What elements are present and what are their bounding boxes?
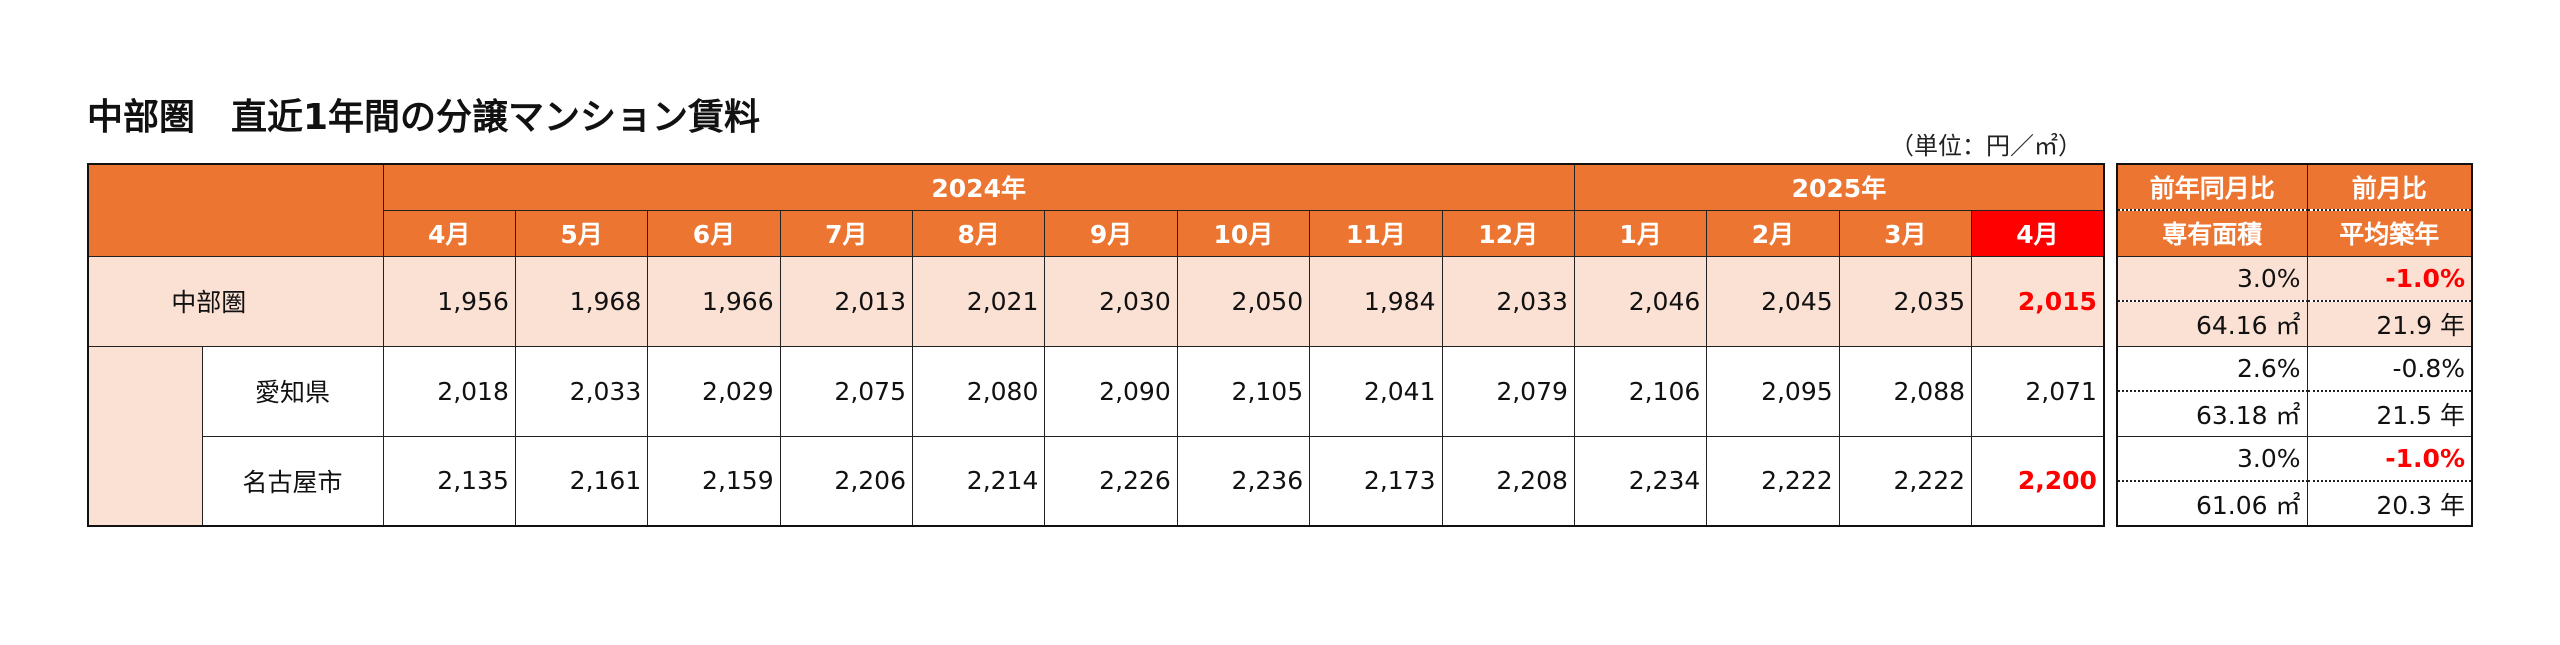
value: 2,226 bbox=[1044, 435, 1178, 527]
value: 2,079 bbox=[1441, 345, 1575, 437]
month: 5月 bbox=[514, 209, 649, 257]
value: 2,090 bbox=[1044, 345, 1178, 437]
month: 3月 bbox=[1838, 209, 1973, 257]
month: 11月 bbox=[1309, 209, 1443, 257]
side-header: 前年同月比 bbox=[2116, 163, 2308, 211]
value: 2,015 bbox=[1971, 255, 2105, 347]
value: 2,106 bbox=[1573, 345, 1708, 437]
side-header-row: 前年同月比 前月比 bbox=[2116, 163, 2473, 211]
data-row: 名古屋市 2,135 2,161 2,159 2,206 2,214 2,226 2,236 2… bbox=[88, 435, 2105, 527]
value: 2,135 bbox=[382, 435, 516, 527]
value: 2,075 bbox=[779, 345, 914, 437]
value: 2,206 bbox=[779, 435, 914, 527]
month: 2月 bbox=[1706, 209, 1840, 257]
yoy: 3.0% bbox=[2116, 255, 2308, 302]
side-row: 63.18 ㎡ 21.5 年 bbox=[2116, 390, 2473, 437]
value: 2,080 bbox=[911, 345, 1046, 437]
age: 21.9 年 bbox=[2306, 300, 2473, 347]
value: 2,173 bbox=[1309, 435, 1443, 527]
value: 2,045 bbox=[1706, 255, 1840, 347]
value: 2,021 bbox=[911, 255, 1046, 347]
value: 2,161 bbox=[514, 435, 649, 527]
age: 21.5 年 bbox=[2306, 390, 2473, 437]
unit: （単位：円／㎡） bbox=[1890, 132, 2082, 160]
value: 2,033 bbox=[1441, 255, 1575, 347]
value: 2,222 bbox=[1838, 435, 1973, 527]
side-header-row: 専有面積 平均築年 bbox=[2116, 209, 2473, 257]
mom: -1.0% bbox=[2306, 435, 2473, 482]
yoy: 2.6% bbox=[2116, 345, 2308, 392]
mom: -1.0% bbox=[2306, 255, 2473, 302]
value: 2,018 bbox=[382, 345, 516, 437]
indent bbox=[87, 346, 203, 527]
mom: -0.8% bbox=[2306, 345, 2473, 392]
side-header: 専有面積 bbox=[2116, 209, 2308, 257]
value: 2,088 bbox=[1838, 345, 1973, 437]
side-row: 3.0% -1.0% bbox=[2116, 435, 2473, 482]
value: 2,035 bbox=[1838, 255, 1973, 347]
area: 61.06 ㎡ bbox=[2116, 480, 2308, 527]
value: 2,222 bbox=[1706, 435, 1840, 527]
row-label: 名古屋市 bbox=[201, 435, 384, 527]
value: 2,071 bbox=[1971, 345, 2105, 437]
value: 2,214 bbox=[911, 435, 1046, 527]
side-row: 64.16 ㎡ 21.9 年 bbox=[2116, 300, 2473, 347]
month: 8月 bbox=[911, 209, 1046, 257]
month: 7月 bbox=[779, 209, 914, 257]
side-row: 3.0% -1.0% bbox=[2116, 255, 2473, 302]
value: 2,236 bbox=[1176, 435, 1311, 527]
area: 63.18 ㎡ bbox=[2116, 390, 2308, 437]
month: 1月 bbox=[1573, 209, 1708, 257]
side-header: 平均築年 bbox=[2306, 209, 2473, 257]
side-header: 前月比 bbox=[2306, 163, 2473, 211]
year: 2024年 bbox=[382, 163, 1575, 211]
value: 2,050 bbox=[1176, 255, 1311, 347]
value: 2,033 bbox=[514, 345, 649, 437]
value: 2,013 bbox=[779, 255, 914, 347]
row-label: 中部圏 bbox=[87, 255, 384, 347]
value: 2,046 bbox=[1573, 255, 1708, 347]
month: 9月 bbox=[1044, 209, 1178, 257]
corner bbox=[87, 163, 384, 257]
value: 2,159 bbox=[647, 435, 781, 527]
value: 1,966 bbox=[647, 255, 781, 347]
value: 2,095 bbox=[1706, 345, 1840, 437]
side-row: 61.06 ㎡ 20.3 年 bbox=[2116, 480, 2473, 527]
yoy: 3.0% bbox=[2116, 435, 2308, 482]
month: 4月 bbox=[1971, 209, 2105, 257]
value: 2,041 bbox=[1309, 345, 1443, 437]
value: 1,956 bbox=[382, 255, 516, 347]
value: 2,029 bbox=[647, 345, 781, 437]
value: 1,984 bbox=[1309, 255, 1443, 347]
title: 中部圏 直近1年間の分譲マンション賃料 bbox=[87, 97, 761, 138]
data-row: 愛知県 2,018 2,033 2,029 2,075 2,080 2,090 2,105 2,… bbox=[87, 345, 2105, 527]
side-table: 前年同月比 前月比 専有面積 平均築年 3.0% -1.0% 64.16 ㎡ 21.9 年 2.… bbox=[2116, 163, 2473, 527]
area: 64.16 ㎡ bbox=[2116, 300, 2308, 347]
month: 4月 bbox=[382, 209, 516, 257]
data-row: 中部圏 1,956 1,968 1,966 2,013 2,021 2,030 2,050 1,… bbox=[87, 255, 2105, 347]
value: 2,208 bbox=[1441, 435, 1575, 527]
year-row: 2024年 2025年 bbox=[87, 163, 2105, 257]
value: 2,234 bbox=[1573, 435, 1708, 527]
rent-table: 2024年 2025年 4月 5月 6月 7月 8月 9月 10月 11月 12月 1月 2月 3月 4月中… bbox=[87, 163, 2105, 527]
month-row: 4月 5月 6月 7月 8月 9月 10月 11月 12月 1月 2月 3月 4月 bbox=[88, 209, 2105, 257]
month: 12月 bbox=[1441, 209, 1575, 257]
age: 20.3 年 bbox=[2306, 480, 2473, 527]
value: 2,200 bbox=[1971, 435, 2105, 527]
side-row: 2.6% -0.8% bbox=[2116, 345, 2473, 392]
value: 2,030 bbox=[1044, 255, 1178, 347]
month: 10月 bbox=[1176, 209, 1311, 257]
value: 2,105 bbox=[1176, 345, 1311, 437]
row-label: 愛知県 bbox=[201, 345, 384, 437]
value: 1,968 bbox=[514, 255, 649, 347]
month: 6月 bbox=[647, 209, 781, 257]
year: 2025年 bbox=[1573, 163, 2105, 211]
